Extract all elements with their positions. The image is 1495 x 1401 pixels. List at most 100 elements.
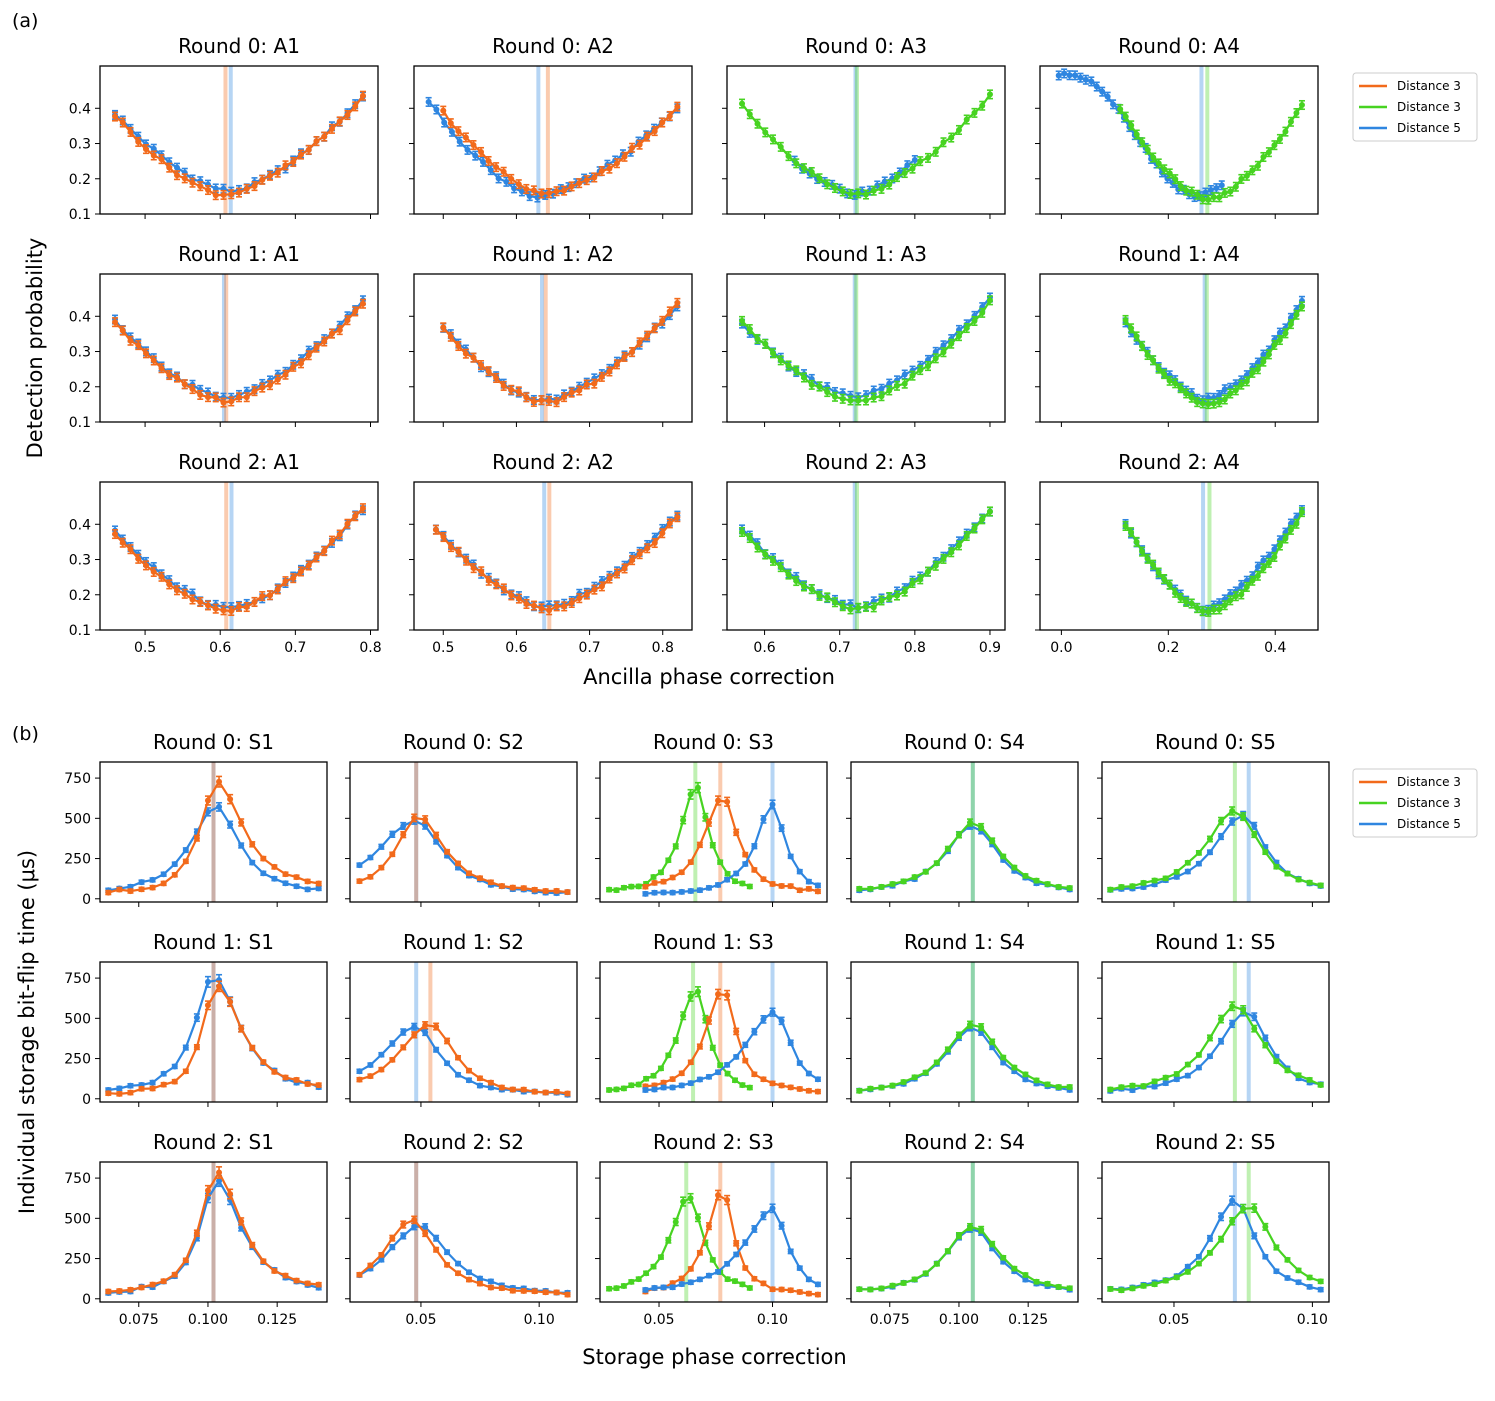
data-point: [564, 1090, 571, 1097]
data-point: [389, 1040, 396, 1047]
panel-title: Round 1: S4: [904, 930, 1025, 954]
data-point: [659, 317, 666, 324]
data-point: [260, 1058, 267, 1065]
data-point: [1177, 595, 1184, 602]
data-point: [787, 853, 794, 860]
data-point: [297, 568, 304, 575]
data-point: [1273, 863, 1280, 870]
data-point: [900, 1079, 907, 1086]
data-point: [304, 878, 311, 885]
data-point: [613, 887, 620, 894]
data-point: [1066, 884, 1073, 891]
y-tick-label: 0.2: [69, 380, 91, 396]
data-point: [135, 555, 142, 562]
data-point: [271, 875, 278, 882]
data-point: [150, 357, 157, 364]
data-point: [400, 1044, 407, 1051]
data-point: [1000, 1059, 1007, 1066]
data-point: [216, 778, 223, 785]
data-point: [824, 594, 831, 601]
data-point: [520, 885, 527, 892]
data-point: [238, 819, 245, 826]
data-point: [378, 864, 385, 871]
data-point: [751, 1071, 758, 1078]
data-point: [576, 180, 583, 187]
data-point: [762, 340, 769, 347]
data-point: [212, 605, 219, 612]
data-point: [1166, 170, 1173, 177]
data-point: [1238, 175, 1245, 182]
data-point: [112, 531, 119, 538]
data-point: [411, 1023, 418, 1030]
data-point: [733, 1028, 740, 1035]
data-point: [732, 878, 739, 885]
data-point: [870, 187, 877, 194]
data-point: [171, 861, 178, 868]
data-point: [901, 380, 908, 387]
data-point: [515, 388, 522, 395]
data-point: [174, 587, 181, 594]
data-point: [1254, 563, 1261, 570]
data-point: [754, 335, 761, 342]
data-point: [940, 139, 947, 146]
data-point: [561, 187, 568, 194]
data-point: [367, 1061, 374, 1068]
series-line-blue: [442, 305, 679, 402]
data-point: [770, 557, 777, 564]
data-point: [143, 562, 150, 569]
data-point: [1238, 591, 1245, 598]
data-point: [733, 829, 740, 836]
data-point: [456, 138, 463, 145]
panel-a-9: Round 2: A2 0.5 0.6 0.7 0.8: [409, 450, 693, 656]
plot-area: [1122, 482, 1305, 630]
series-line-blue: [114, 509, 364, 609]
data-point: [305, 562, 312, 569]
data-point: [266, 382, 273, 389]
data-point: [378, 1051, 385, 1058]
data-point: [665, 1052, 672, 1059]
data-point: [909, 372, 916, 379]
plot-area: [440, 274, 681, 422]
data-point: [1122, 522, 1129, 529]
data-point: [659, 119, 666, 126]
data-point: [955, 542, 962, 549]
data-point: [266, 592, 273, 599]
data-point: [778, 825, 785, 832]
data-point: [1265, 351, 1272, 358]
data-point: [166, 372, 173, 379]
data-point: [1216, 399, 1223, 406]
data-point: [832, 393, 839, 400]
data-point: [515, 181, 522, 188]
plot-area: [356, 962, 571, 1102]
data-point: [785, 153, 792, 160]
data-point: [143, 350, 150, 357]
panel-title: Round 1: A2: [492, 242, 614, 266]
panel-title: Round 1: A4: [1118, 242, 1240, 266]
axes-frame: [599, 761, 828, 903]
data-point: [485, 577, 492, 584]
data-point: [150, 145, 157, 152]
data-point: [149, 1079, 156, 1086]
data-point: [336, 531, 343, 538]
data-point: [878, 1084, 885, 1091]
data-point: [1221, 386, 1228, 393]
data-point: [1110, 101, 1117, 108]
data-point: [979, 102, 986, 109]
data-point: [724, 992, 731, 999]
data-point: [1249, 369, 1256, 376]
data-point: [606, 368, 613, 375]
panel-b-7: Round 1: S3: [595, 930, 828, 1107]
data-point: [847, 190, 854, 197]
ancilla-chart: Round 0: A1 0.1 0.2 0.3 0.4 Round 0: A2 Round …: [23, 34, 1478, 689]
data-point: [228, 398, 235, 405]
data-point: [181, 175, 188, 182]
data-point: [344, 317, 351, 324]
data-point: [220, 399, 227, 406]
data-point: [805, 1070, 812, 1077]
data-point: [478, 362, 485, 369]
data-point: [642, 1087, 649, 1094]
data-point: [523, 600, 530, 607]
data-point: [359, 92, 366, 99]
data-point: [508, 386, 515, 393]
data-point: [440, 324, 447, 331]
